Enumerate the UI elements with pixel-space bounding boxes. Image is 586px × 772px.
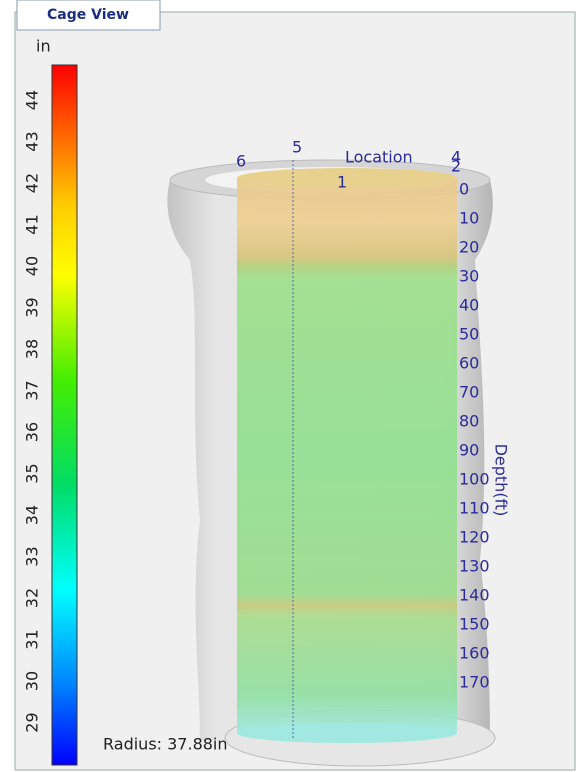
colorbar-tick-label: 34 — [23, 505, 42, 525]
location-label: 2 — [451, 157, 461, 176]
depth-label: 30 — [459, 267, 479, 286]
depth-label: 40 — [459, 296, 479, 315]
colorbar-unit: in — [36, 37, 51, 56]
depth-label: 160 — [459, 644, 490, 663]
colorbar-tick-label: 37 — [23, 380, 42, 400]
depth-label: 120 — [459, 528, 490, 547]
colorbar-tick-label: 30 — [23, 671, 42, 691]
depth-label: 20 — [459, 238, 479, 257]
radius-readout: Radius: 37.88in — [103, 735, 228, 754]
depth-label: 80 — [459, 412, 479, 431]
colorbar-tick-label: 31 — [23, 629, 42, 649]
colorbar-tick-label: 36 — [23, 422, 42, 442]
colorbar-tick-label: 44 — [23, 90, 42, 110]
cage-cylinder — [237, 178, 457, 733]
colorbar — [52, 65, 77, 765]
colorbar-tick-label: 39 — [23, 297, 42, 317]
colorbar-tick-label: 42 — [23, 173, 42, 193]
cylinder-bottom — [237, 723, 457, 743]
location-label: 1 — [337, 173, 347, 192]
colorbar-tick-label: 33 — [23, 546, 42, 566]
cage-view-window: Cage View in 44 43 42 41 40 39 38 37 36 35 34 33 32 3… — [0, 0, 586, 772]
depth-label: 130 — [459, 557, 490, 576]
depth-label: 60 — [459, 354, 479, 373]
colorbar-tick-label: 38 — [23, 339, 42, 359]
depth-label: 170 — [459, 673, 490, 692]
location-title: Location — [345, 148, 413, 167]
tab-title[interactable]: Cage View — [47, 7, 129, 23]
colorbar-tick-label: 41 — [23, 214, 42, 234]
colorbar-tick-label: 32 — [23, 588, 42, 608]
location-label: 5 — [292, 138, 302, 157]
colorbar-tick-label: 40 — [23, 256, 42, 276]
depth-label: 100 — [459, 470, 490, 489]
depth-label: 50 — [459, 325, 479, 344]
depth-label: 70 — [459, 383, 479, 402]
depth-label: 90 — [459, 441, 479, 460]
depth-label: 10 — [459, 209, 479, 228]
location-label: 6 — [236, 152, 246, 171]
depth-label: 140 — [459, 586, 490, 605]
depth-label: 0 — [459, 180, 469, 199]
depth-label: 150 — [459, 615, 490, 634]
depth-label: 110 — [459, 499, 490, 518]
depth-title: Depth(ft) — [492, 444, 511, 517]
colorbar-tick-label: 29 — [23, 712, 42, 732]
colorbar-tick-label: 35 — [23, 463, 42, 483]
colorbar-tick-label: 43 — [23, 131, 42, 151]
